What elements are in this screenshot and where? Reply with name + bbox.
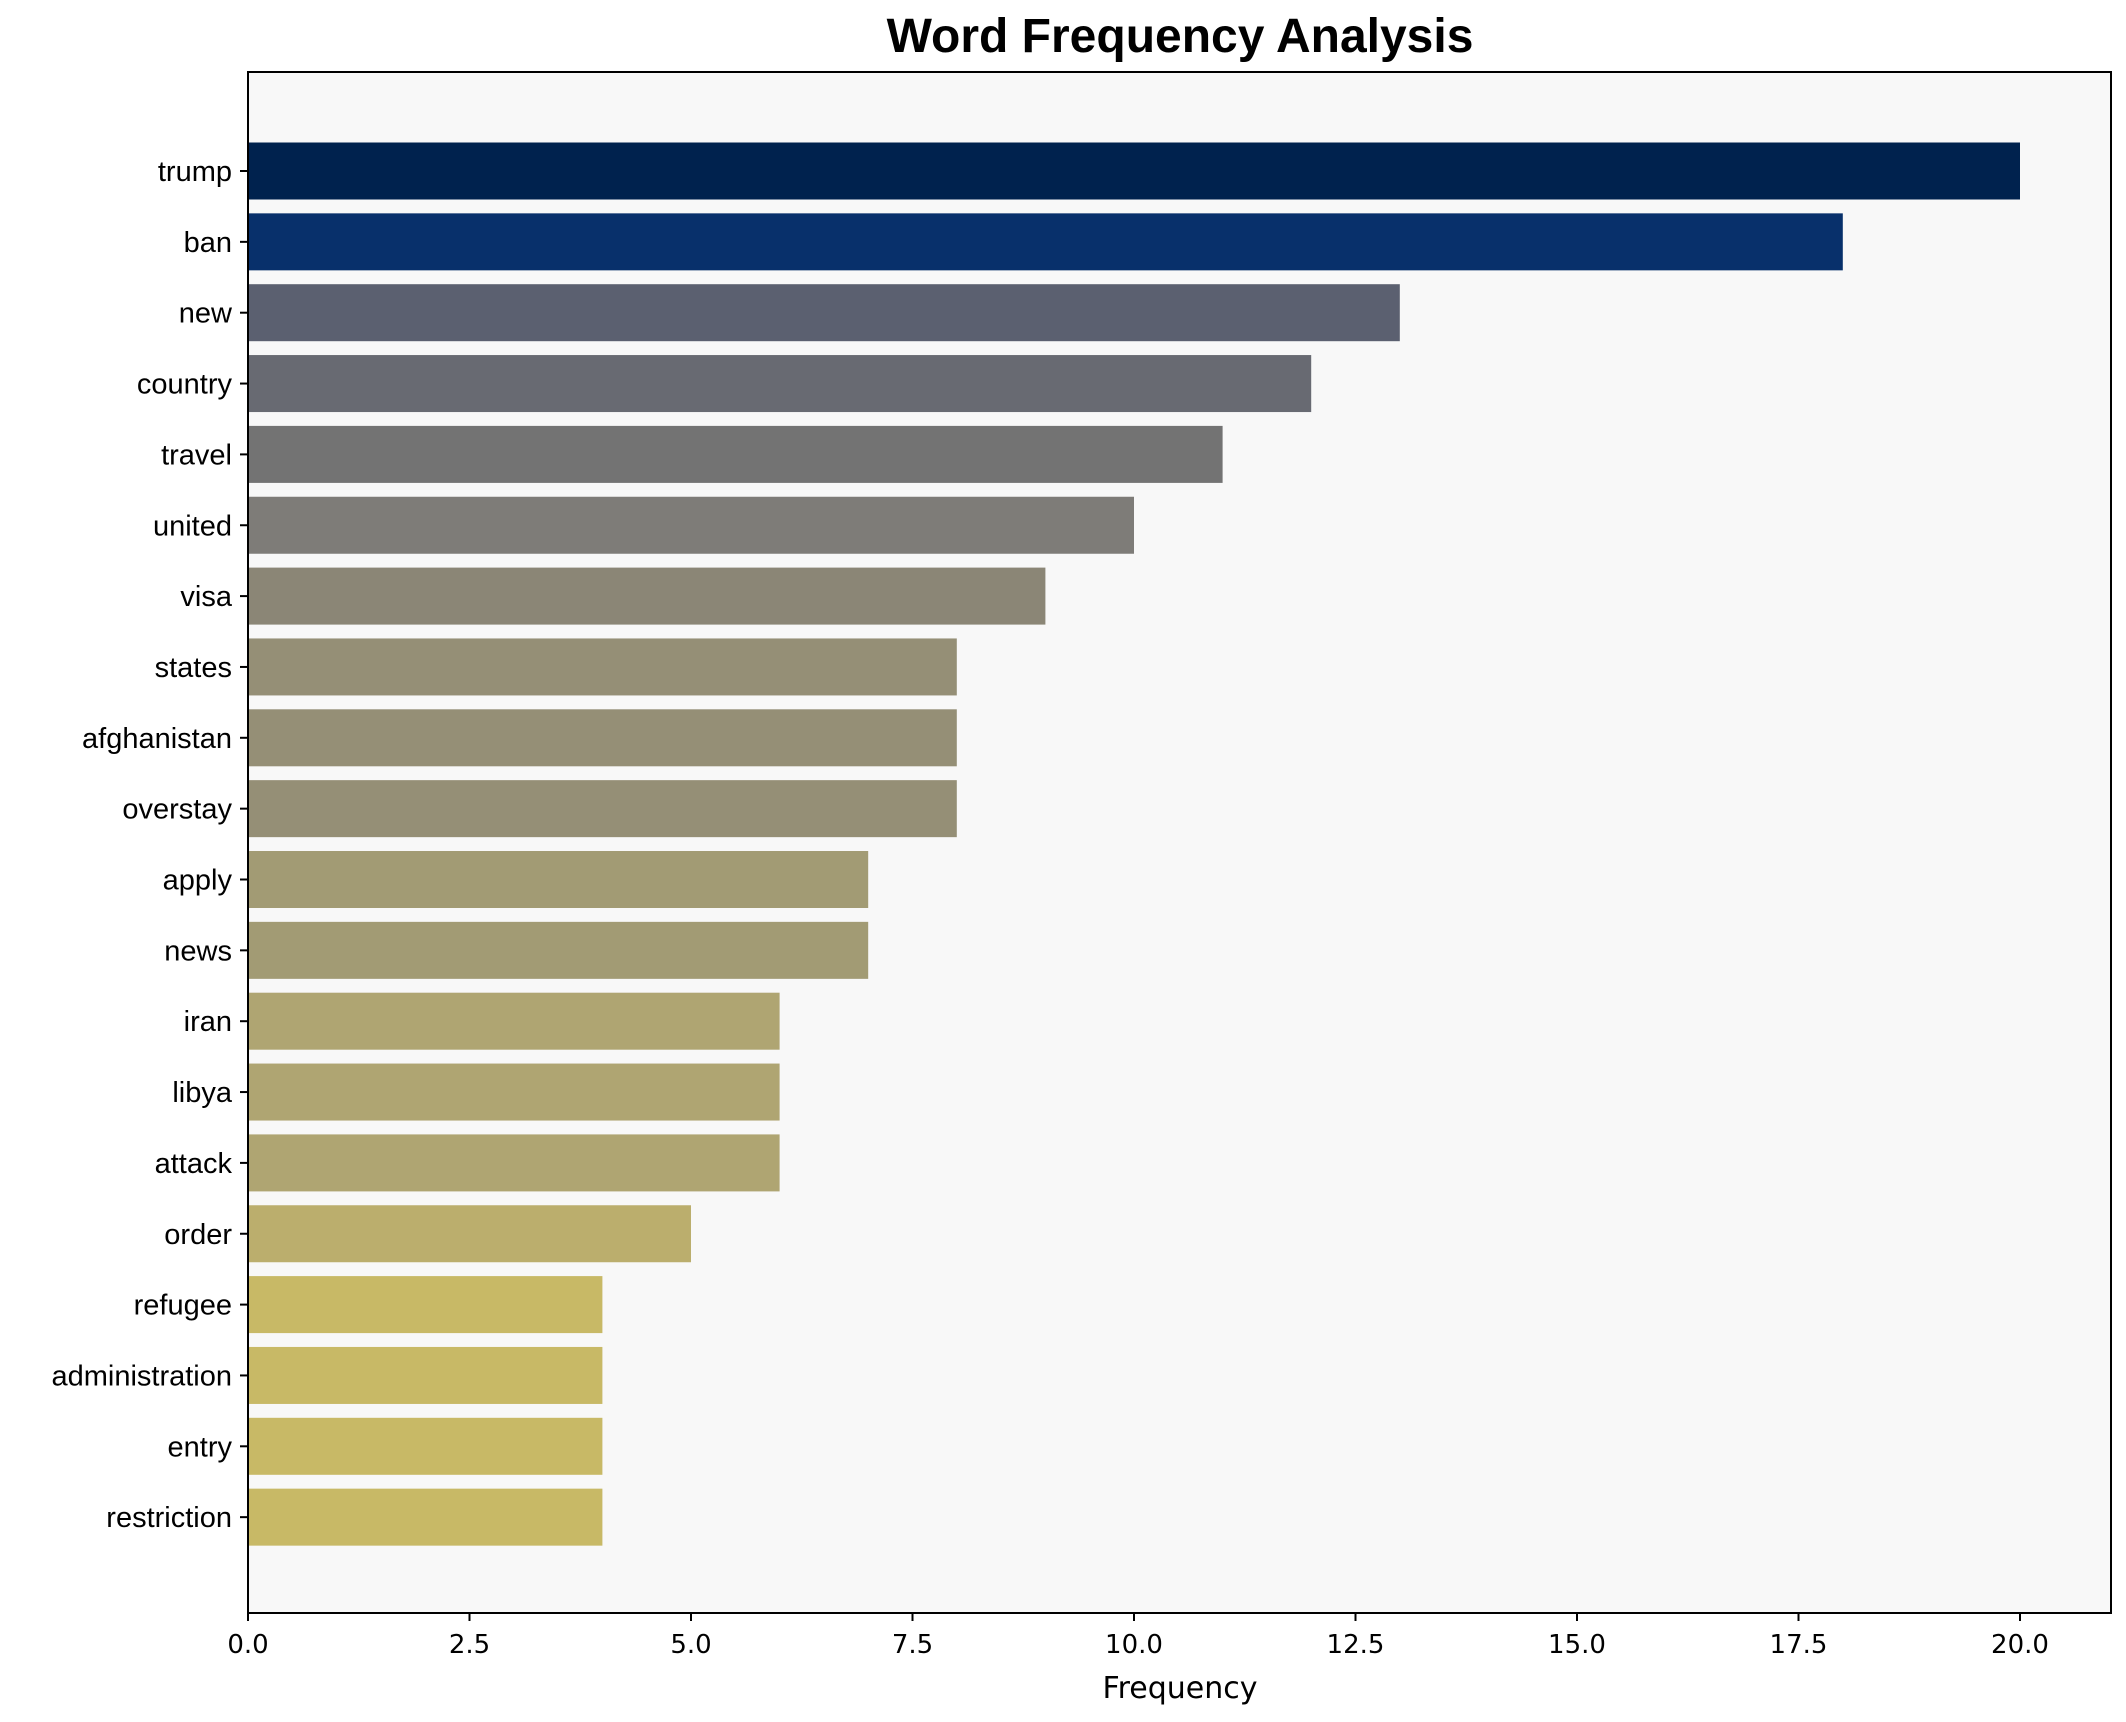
y-tick-label: afghanistan <box>82 723 232 755</box>
bar-libya <box>248 1063 780 1121</box>
bar-states <box>248 638 957 696</box>
x-tick-label: 2.5 <box>449 1630 490 1660</box>
bar-country <box>248 355 1312 413</box>
x-tick-label: 0.0 <box>227 1630 268 1660</box>
y-tick-label: iran <box>184 1006 232 1038</box>
y-tick-label: visa <box>180 581 232 613</box>
plot-frame <box>247 71 2112 1614</box>
bar-ban <box>248 213 1843 271</box>
x-axis: 0.0 2.5 5.0 7.5 10.0 12.5 15.0 17.5 20.0 <box>227 1613 2049 1660</box>
bar-new <box>248 284 1400 342</box>
bar-trump <box>248 142 2020 200</box>
x-tick-label: 15.0 <box>1548 1630 1606 1660</box>
x-tick-label: 5.0 <box>670 1630 711 1660</box>
x-tick-label: 20.0 <box>1991 1630 2049 1660</box>
bars <box>248 142 2020 1546</box>
y-tick-label: order <box>164 1219 232 1251</box>
bar-order <box>248 1205 691 1263</box>
bar-iran <box>248 992 780 1050</box>
bar-news <box>248 921 869 979</box>
chart-title: Word Frequency Analysis <box>887 10 1474 63</box>
bar-afghanistan <box>248 709 957 767</box>
y-tick-label: united <box>153 510 232 542</box>
bar-refugee <box>248 1276 603 1334</box>
y-tick-label: new <box>179 298 233 330</box>
x-tick-label: 17.5 <box>1770 1630 1828 1660</box>
x-tick-label: 7.5 <box>892 1630 933 1660</box>
y-tick-label: administration <box>51 1360 232 1392</box>
y-tick-label: libya <box>172 1077 233 1109</box>
bar-overstay <box>248 780 957 838</box>
y-tick-label: entry <box>168 1431 233 1463</box>
y-tick-label: attack <box>155 1148 233 1180</box>
y-tick-label: ban <box>184 227 232 259</box>
x-tick-label: 12.5 <box>1327 1630 1385 1660</box>
y-tick-label: overstay <box>122 794 232 826</box>
y-tick-label: apply <box>163 865 233 897</box>
x-tick-label: 10.0 <box>1105 1630 1163 1660</box>
y-tick-label: travel <box>161 439 232 471</box>
bar-entry <box>248 1417 603 1475</box>
bar-attack <box>248 1134 780 1192</box>
y-tick-label: refugee <box>134 1290 232 1322</box>
bar-travel <box>248 425 1223 483</box>
y-axis: trump ban new country travel united visa states… <box>51 156 248 1534</box>
y-tick-label: news <box>164 935 232 967</box>
bar-administration <box>248 1346 603 1404</box>
bar-visa <box>248 567 1046 625</box>
y-tick-label: trump <box>158 156 232 188</box>
bar-restriction <box>248 1488 603 1546</box>
y-tick-label: restriction <box>106 1502 232 1534</box>
bar-united <box>248 496 1134 554</box>
x-axis-label: Frequency <box>1103 1671 1258 1706</box>
y-tick-label: country <box>137 369 233 401</box>
y-tick-label: states <box>155 652 232 684</box>
bar-apply <box>248 851 869 908</box>
